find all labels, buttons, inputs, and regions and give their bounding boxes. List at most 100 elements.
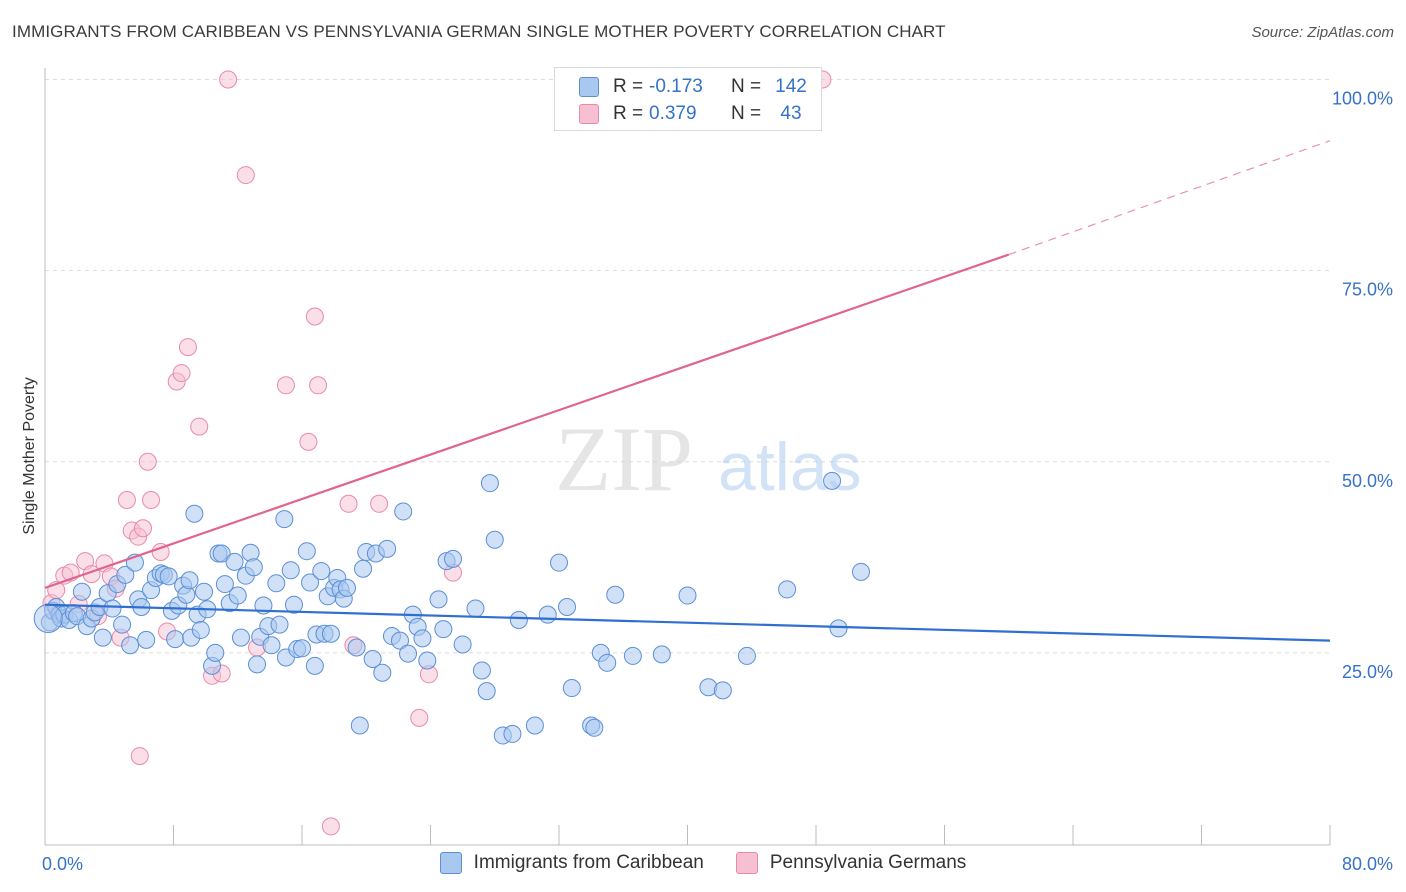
caribbean-point [399, 644, 418, 663]
legend-item-pennsylvania-germans[interactable]: Pennsylvania Germans [735, 852, 967, 874]
caribbean-point [354, 559, 373, 578]
caribbean-point [185, 504, 204, 523]
caribbean-point [390, 631, 409, 650]
caribbean-point [113, 615, 132, 634]
legend-blue-label: Immigrants from Caribbean [473, 852, 704, 873]
n-value: 43 [780, 103, 802, 124]
caribbean-point [225, 552, 244, 571]
legend-item-caribbean[interactable]: Immigrants from Caribbean [439, 852, 704, 874]
caribbean-point [477, 682, 496, 701]
caribbean-point [267, 574, 286, 593]
legend-blue-swatch [439, 852, 462, 874]
caribbean-point [206, 643, 225, 662]
caribbean-point [241, 543, 260, 562]
caribbean-point [248, 655, 267, 674]
caribbean-point [485, 530, 504, 549]
caribbean-point [297, 542, 316, 561]
caribbean-point [262, 636, 281, 655]
caribbean-point [363, 649, 382, 668]
n-value: 142 [775, 76, 807, 97]
caribbean-point [244, 558, 263, 577]
legend-pink-label: Pennsylvania Germans [769, 852, 967, 873]
caribbean-point [347, 638, 366, 657]
caribbean-point [851, 562, 870, 581]
caribbean-point [472, 661, 491, 680]
caribbean-point [480, 474, 499, 493]
caribbean-point [737, 646, 756, 665]
caribbean-point [301, 573, 320, 592]
caribbean-point [823, 471, 842, 490]
caribbean-trend-line [44, 603, 1331, 642]
caribbean-point [453, 635, 472, 654]
caribbean-point [33, 603, 63, 633]
pa-german-point [142, 490, 161, 509]
pa-german-point [130, 747, 149, 766]
pa-german-point [321, 817, 340, 836]
caribbean-point [103, 599, 122, 618]
pa-german-point [339, 494, 358, 513]
caribbean-point [829, 619, 848, 638]
pa-german-point [309, 376, 328, 395]
stats-box: R = -0.173 N = 142 R = 0.379 N = 43 [554, 67, 822, 131]
caribbean-point [270, 615, 289, 634]
caribbean-point [562, 679, 581, 698]
trend-lines [44, 140, 1331, 642]
legend: Immigrants from Caribbean Pennsylvania G… [0, 852, 1406, 874]
caribbean-point [713, 681, 732, 700]
pa-german-point [236, 166, 255, 185]
caribbean-point [293, 639, 311, 658]
caribbean-point [93, 628, 112, 647]
axes [44, 68, 1331, 846]
pa-german-point [172, 364, 191, 383]
caribbean-point [558, 598, 577, 617]
caribbean-point [228, 586, 247, 605]
pa-german-point [299, 432, 318, 451]
r-value: -0.173 [649, 76, 703, 97]
caribbean-point [623, 646, 642, 665]
caribbean-point [281, 561, 300, 580]
chart-title: IMMIGRANTS FROM CARIBBEAN VS PENNSYLVANI… [12, 22, 946, 41]
caribbean-point [180, 571, 199, 590]
x-tick-label: 0.0% [42, 854, 83, 874]
pa-german-point [370, 494, 389, 513]
pa-german-point [410, 708, 429, 727]
caribbean-point [606, 585, 625, 604]
caribbean-point [394, 502, 413, 521]
y-tick-label: 75.0% [1342, 280, 1393, 300]
caribbean-point [72, 582, 91, 601]
caribbean-point [337, 578, 356, 597]
caribbean-point [652, 645, 671, 664]
caribbean-point [305, 656, 324, 675]
caribbean-point [585, 718, 604, 737]
pa-german-point [305, 307, 324, 326]
caribbean-point [350, 716, 369, 735]
watermark-atlas: atlas [718, 429, 862, 505]
pa-german-trend-extension [1008, 140, 1331, 256]
r-label: R = [613, 103, 644, 124]
r-label: R = [613, 76, 644, 97]
pink-swatch [579, 104, 599, 124]
caribbean-point [434, 620, 453, 639]
n-label: N = [731, 76, 762, 97]
caribbean-point [321, 624, 340, 643]
caribbean-point [312, 562, 331, 581]
caribbean-point [284, 595, 303, 614]
caribbean-point [195, 582, 214, 601]
r-value: 0.379 [649, 103, 697, 124]
caribbean-point [443, 549, 462, 568]
pa-german-point [178, 338, 197, 357]
caribbean-point [212, 544, 231, 563]
pa-german-point [219, 70, 238, 89]
stats-row-pink: R = 0.379 N = 43 [579, 101, 811, 127]
pa-german-point [117, 490, 136, 509]
caribbean-point [166, 630, 185, 649]
pa-german-point [133, 519, 152, 538]
caribbean-point [137, 630, 156, 649]
caribbean-point [231, 628, 250, 647]
caribbean-point [378, 539, 397, 558]
watermark-zip: ZIP [555, 408, 693, 510]
y-axis-label: Single Mother Poverty [21, 377, 38, 535]
caribbean-point [116, 565, 135, 584]
caribbean-point [215, 575, 234, 594]
